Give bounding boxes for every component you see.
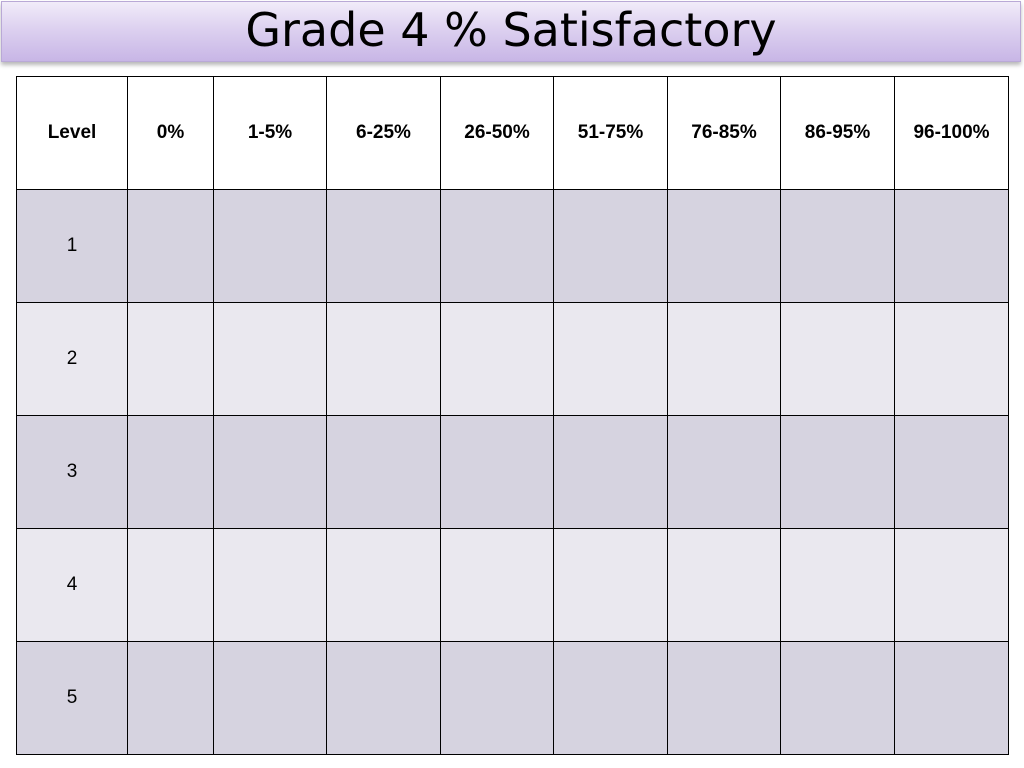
table-row: 2 [16,302,1009,416]
table-cell[interactable] [553,302,668,416]
table-cell[interactable] [780,641,895,755]
table-cell[interactable] [127,415,214,529]
table-cell[interactable] [326,189,441,303]
table-row: 4 [16,528,1009,642]
page-title: Grade 4 % Satisfactory [245,2,777,57]
table-cell[interactable] [213,528,327,642]
table-cell[interactable] [780,528,895,642]
table-cell[interactable] [440,528,554,642]
table-cell[interactable] [553,189,668,303]
table-cell[interactable] [894,302,1009,416]
table-cell[interactable] [213,415,327,529]
table-cell[interactable] [213,189,327,303]
table-cell[interactable] [440,641,554,755]
level-cell: 1 [16,189,128,303]
level-cell: 3 [16,415,128,529]
column-header-1-5: 1-5% [213,76,327,190]
table-cell[interactable] [553,528,668,642]
column-header-76-85: 76-85% [667,76,781,190]
table-cell[interactable] [326,302,441,416]
table-cell[interactable] [213,302,327,416]
table-cell[interactable] [780,302,895,416]
column-header-96-100: 96-100% [894,76,1009,190]
table-cell[interactable] [440,415,554,529]
title-bar: Grade 4 % Satisfactory [1,1,1021,62]
table-cell[interactable] [553,415,668,529]
table-cell[interactable] [780,415,895,529]
column-header-26-50: 26-50% [440,76,554,190]
table-cell[interactable] [213,641,327,755]
table-cell[interactable] [326,528,441,642]
table-cell[interactable] [553,641,668,755]
column-header-86-95: 86-95% [780,76,895,190]
table-cell[interactable] [127,189,214,303]
table-row: 1 [16,189,1009,303]
column-header-6-25: 6-25% [326,76,441,190]
level-cell: 2 [16,302,128,416]
table-cell[interactable] [667,415,781,529]
column-header-level: Level [16,76,128,190]
table-cell[interactable] [894,641,1009,755]
table-cell[interactable] [667,302,781,416]
table-cell[interactable] [127,528,214,642]
table-cell[interactable] [127,302,214,416]
table-cell[interactable] [667,641,781,755]
column-header-51-75: 51-75% [553,76,668,190]
table-header-row: Level 0% 1-5% 6-25% 26-50% 51-75% 76-85%… [16,76,1009,190]
table-cell[interactable] [894,415,1009,529]
table-cell[interactable] [127,641,214,755]
table-cell[interactable] [667,189,781,303]
table-cell[interactable] [326,641,441,755]
table-row: 5 [16,641,1009,755]
table-cell[interactable] [440,302,554,416]
table-cell[interactable] [326,415,441,529]
level-cell: 4 [16,528,128,642]
satisfactory-table: Level 0% 1-5% 6-25% 26-50% 51-75% 76-85%… [16,76,1009,755]
table-cell[interactable] [440,189,554,303]
table-row: 3 [16,415,1009,529]
table-cell[interactable] [780,189,895,303]
table-cell[interactable] [894,189,1009,303]
level-cell: 5 [16,641,128,755]
column-header-0: 0% [127,76,214,190]
table-cell[interactable] [894,528,1009,642]
table-cell[interactable] [667,528,781,642]
